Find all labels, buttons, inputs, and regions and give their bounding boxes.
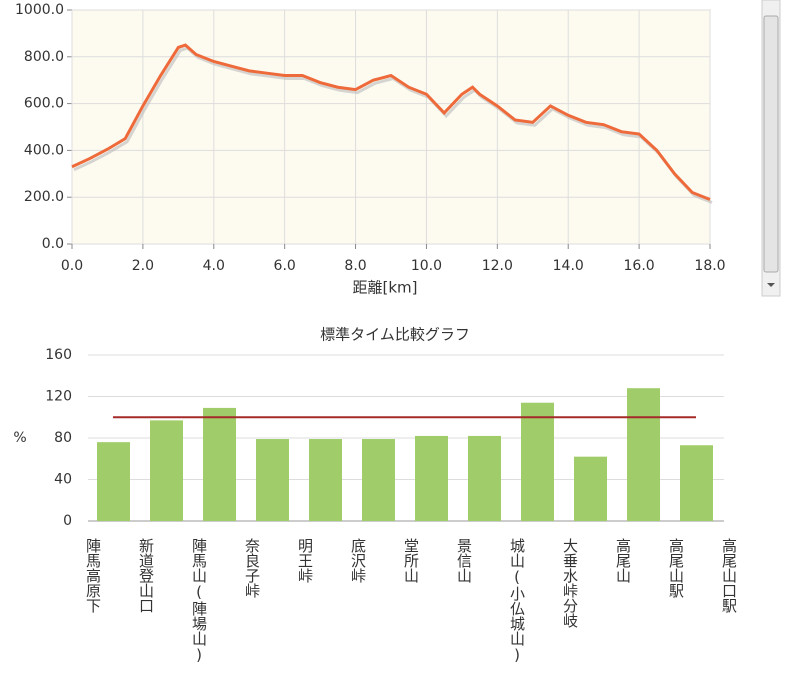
x-tick-label: 10.0 [411,258,442,274]
x-tick-label: 景信山 [455,538,473,583]
x-tick-label: 明王峠 [296,538,314,583]
x-tick-label: 14.0 [553,258,584,274]
y-tick-label: 400.0 [24,142,64,158]
scroll-thumb[interactable] [763,15,779,273]
x-tick-label: 0.0 [61,258,83,274]
y-tick-label: 200.0 [24,189,64,205]
x-tick-label: 堂所山 [402,538,420,583]
y-tick-label: 80 [54,430,72,446]
x-tick-label: 城山(小仏城山) [508,538,526,664]
x-tick-label: 陣馬山(陣場山) [190,538,208,664]
bar [256,439,289,521]
bar [627,388,660,521]
x-axis-label: 距離[km] [352,279,417,297]
x-tick-label: 底沢峠 [349,538,367,583]
x-tick-label: 高尾山駅 [667,538,685,598]
bar [521,402,554,521]
bar [415,435,448,521]
bar [468,435,501,521]
bar [362,439,395,521]
x-tick-label: 16.0 [624,258,655,274]
x-tick-label: 6.0 [274,258,296,274]
y-tick-label: 120 [45,389,72,405]
y-axis-label: % [13,430,26,446]
x-tick-label: 18.0 [694,258,725,274]
y-tick-label: 40 [54,472,72,488]
bar [309,439,342,521]
x-tick-label: 高尾山口駅 [720,538,738,613]
y-tick-label: 0 [63,513,72,529]
x-tick-label: 陣馬高原下 [84,538,102,613]
y-tick-label: 600.0 [24,96,64,112]
plot-area [71,9,711,245]
x-tick-label: 4.0 [203,258,225,274]
x-tick-label: 12.0 [482,258,513,274]
chart-title: 標準タイム比較グラフ [320,326,470,344]
scroll-arrow[interactable] [767,283,775,287]
y-tick-label: 0.0 [42,236,64,252]
bar [150,420,183,521]
y-tick-label: 160 [45,347,72,363]
x-tick-label: 2.0 [132,258,154,274]
y-tick-label: 800.0 [24,49,64,65]
y-tick-label: 1000.0 [15,2,64,18]
line [71,43,711,201]
x-tick-label: 大垂水峠分岐 [561,538,579,628]
bar [97,442,130,521]
x-tick-label: 新道登山口 [137,538,155,613]
x-tick-label: 高尾山 [614,538,632,583]
bar [680,445,713,521]
x-tick-label: 8.0 [344,258,366,274]
x-tick-label: 奈良子峠 [243,538,261,598]
bar [574,456,607,521]
bar [203,407,236,521]
